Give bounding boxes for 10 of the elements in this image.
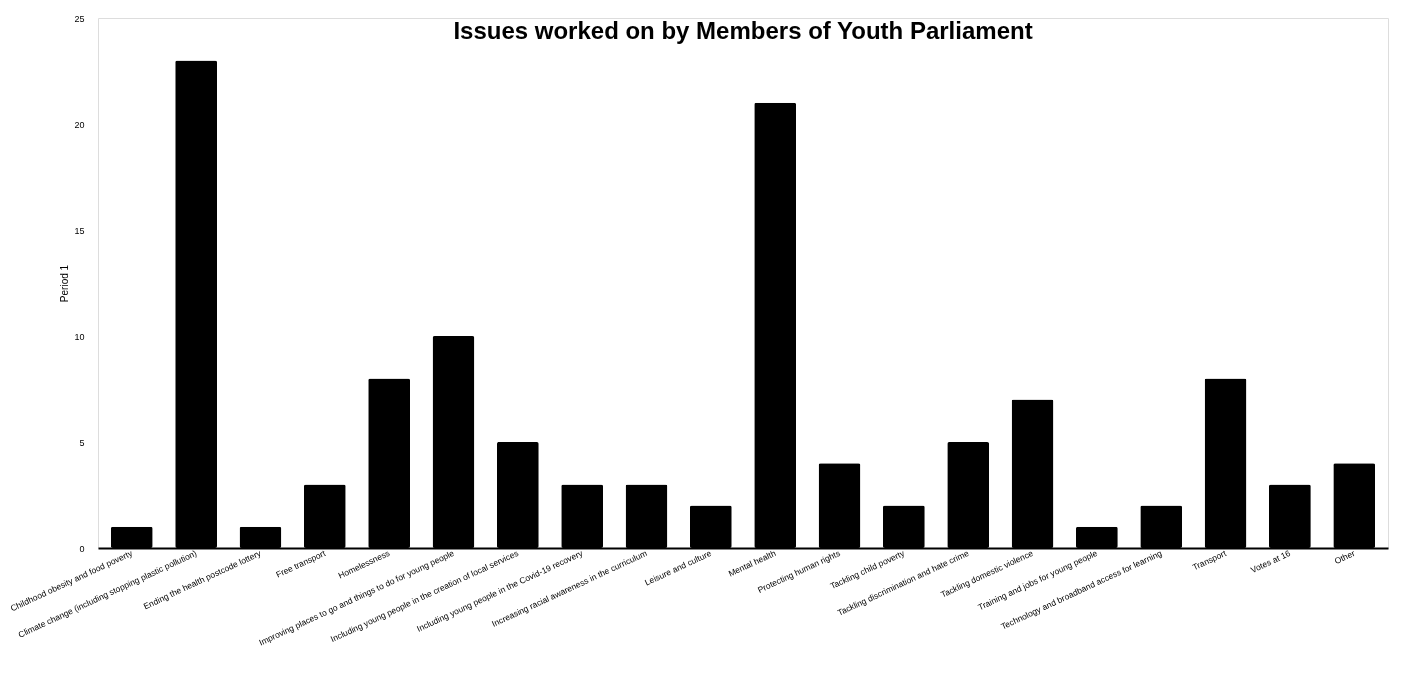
y-tick-label: 25 (74, 13, 85, 24)
chart-title: Issues worked on by Members of Youth Parliament (453, 17, 1033, 44)
y-tick-label: 10 (74, 331, 85, 342)
y-tick-label: 5 (79, 437, 85, 448)
y-tick-label: 15 (74, 225, 85, 236)
x-tick-label: Other (1332, 547, 1357, 567)
y-tick-label: 0 (79, 543, 85, 554)
x-tick-label: Votes at 16 (1249, 547, 1293, 576)
y-axis-title: Period 1 (59, 264, 71, 303)
y-tick-label: 20 (74, 119, 85, 130)
